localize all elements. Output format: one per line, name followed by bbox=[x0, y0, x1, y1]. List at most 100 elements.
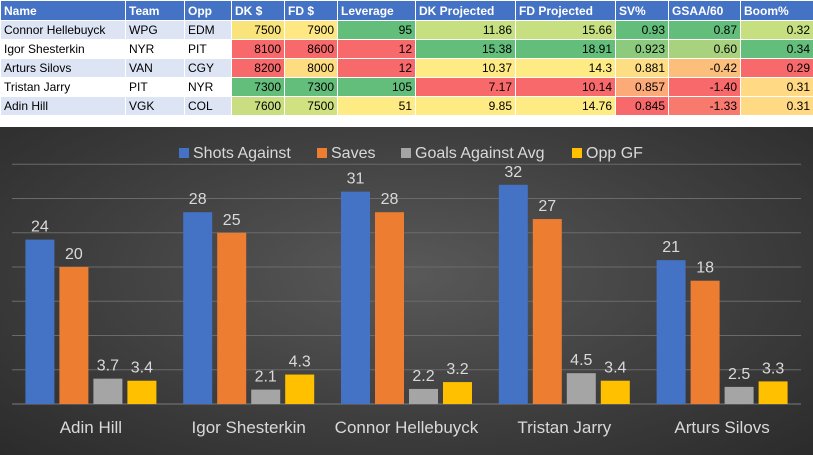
table-cell: VAN bbox=[125, 58, 185, 78]
legend-label: Goals Against Avg bbox=[415, 145, 545, 162]
data-label: 31 bbox=[347, 171, 365, 188]
column-header: Leverage bbox=[337, 0, 416, 21]
data-label: 27 bbox=[538, 198, 556, 215]
goalie-stats-table-area: Name Team Opp DK $ FD $ Leverage DK Projected F… bbox=[0, 0, 813, 124]
table-cell: 15.38 bbox=[415, 39, 516, 59]
table-cell: PIT bbox=[125, 77, 185, 97]
bar bbox=[498, 184, 528, 404]
table-cell: -0.42 bbox=[668, 58, 741, 78]
table-cell: 0.31 bbox=[740, 96, 813, 116]
bar bbox=[566, 373, 596, 404]
column-header: Opp bbox=[184, 0, 232, 21]
table-cell: Adin Hill bbox=[0, 96, 126, 116]
data-label: 3.2 bbox=[446, 361, 468, 378]
table-cell: VGK bbox=[125, 96, 185, 116]
table-cell: 7500 bbox=[231, 20, 285, 40]
legend-label: Saves bbox=[331, 145, 375, 162]
table-cell: 14.76 bbox=[515, 96, 616, 116]
bar bbox=[217, 232, 247, 404]
table-cell: 51 bbox=[337, 96, 416, 116]
bar bbox=[127, 380, 157, 404]
table-cell: NYR bbox=[125, 39, 185, 59]
table-cell: 105 bbox=[337, 77, 416, 97]
data-label: 4.5 bbox=[570, 352, 592, 369]
legend-swatch bbox=[572, 148, 582, 158]
table-cell: 7300 bbox=[284, 77, 338, 97]
table-cell: 0.34 bbox=[740, 39, 813, 59]
data-label: 2.5 bbox=[728, 366, 750, 383]
table-cell: CGY bbox=[184, 58, 232, 78]
table-body: Connor Hellebuyck WPG EDM 7500 7900 95 11.86 15… bbox=[0, 20, 813, 116]
table-cell: 10.14 bbox=[515, 77, 616, 97]
table-header-row: Name Team Opp DK $ FD $ Leverage DK Projected F… bbox=[0, 0, 813, 21]
table-row: Arturs Silovs VAN CGY 8200 8000 12 10.37 14.3 0.… bbox=[0, 58, 813, 78]
table-row: Connor Hellebuyck WPG EDM 7500 7900 95 11.86 15… bbox=[0, 20, 813, 40]
table-cell: -1.40 bbox=[668, 77, 741, 97]
table-cell: 0.29 bbox=[740, 58, 813, 78]
goalie-stats-table: Name Team Opp DK $ FD $ Leverage DK Projected F… bbox=[0, 0, 813, 116]
table-cell: 0.881 bbox=[615, 58, 669, 78]
table-cell: 12 bbox=[337, 58, 416, 78]
table-cell: 0.857 bbox=[615, 77, 669, 97]
bar bbox=[183, 212, 213, 404]
bar bbox=[443, 382, 472, 404]
table-cell: COL bbox=[184, 96, 232, 116]
column-header: DK Projected bbox=[415, 0, 516, 21]
table-cell: 0.845 bbox=[615, 96, 669, 116]
bar bbox=[600, 380, 630, 404]
data-label: 4.3 bbox=[289, 354, 311, 371]
goalie-bar-chart: Shots Against Saves Goals Against Avg Opp G… bbox=[0, 127, 813, 455]
chart-legend: Shots Against Saves Goals Against Avg Opp G… bbox=[179, 145, 643, 162]
bar bbox=[758, 381, 788, 404]
table-cell: 8000 bbox=[284, 58, 338, 78]
bar bbox=[93, 378, 123, 404]
table-cell: 10.37 bbox=[415, 58, 516, 78]
table-cell: 9.85 bbox=[415, 96, 516, 116]
chart-gridlines bbox=[12, 163, 801, 405]
data-label: 21 bbox=[662, 239, 680, 256]
column-header: Boom% bbox=[740, 0, 813, 21]
table-cell: 95 bbox=[337, 20, 416, 40]
category-label: Connor Hellebuyck bbox=[335, 418, 479, 437]
data-label: 3.3 bbox=[762, 360, 784, 377]
table-row: Igor Shesterkin NYR PIT 8100 8600 12 15.38 18.9… bbox=[0, 39, 813, 59]
legend-label: Opp GF bbox=[586, 145, 643, 162]
column-header: GSAA/60 bbox=[668, 0, 741, 21]
bar bbox=[59, 267, 89, 404]
table-cell: -1.33 bbox=[668, 96, 741, 116]
table-cell: 0.923 bbox=[615, 39, 669, 59]
bar bbox=[690, 280, 720, 404]
legend-swatch bbox=[317, 148, 327, 158]
bar bbox=[656, 260, 686, 404]
chart-svg: Shots Against Saves Goals Against Avg Opp G… bbox=[12, 145, 801, 437]
table-cell: 0.93 bbox=[615, 20, 669, 40]
chart-data-labels: 24 20 3.7 3.4 28 25 2.1 4.3 31 28 2.2 3.2 32 27 4.5 3.4… bbox=[31, 164, 784, 386]
table-cell: 8100 bbox=[231, 39, 285, 59]
bar bbox=[251, 389, 281, 404]
column-header: SV% bbox=[615, 0, 669, 21]
table-cell: 7300 bbox=[231, 77, 285, 97]
category-label: Tristan Jarry bbox=[517, 418, 611, 437]
table-cell: PIT bbox=[184, 39, 232, 59]
table-cell: 15.66 bbox=[515, 20, 616, 40]
data-label: 25 bbox=[223, 212, 241, 229]
table-cell: 14.3 bbox=[515, 58, 616, 78]
legend-swatch bbox=[401, 148, 411, 158]
bar bbox=[25, 239, 55, 404]
category-label: Adin Hill bbox=[60, 418, 122, 437]
data-label: 2.2 bbox=[412, 368, 434, 385]
table-cell: EDM bbox=[184, 20, 232, 40]
data-label: 20 bbox=[65, 246, 83, 263]
data-label: 3.7 bbox=[97, 358, 119, 375]
column-header: FD Projected bbox=[515, 0, 616, 21]
table-cell: 0.87 bbox=[668, 20, 741, 40]
data-label: 24 bbox=[31, 219, 49, 236]
table-cell: 8200 bbox=[231, 58, 285, 78]
table-cell: 8600 bbox=[284, 39, 338, 59]
column-header: Name bbox=[0, 0, 126, 21]
chart-category-labels: Adin Hill Igor Shesterkin Connor Hellebuyc… bbox=[60, 418, 770, 437]
table-row: Tristan Jarry PIT NYR 7300 7300 105 7.17 10.14 0… bbox=[0, 77, 813, 97]
table-cell: 7500 bbox=[284, 96, 338, 116]
bar bbox=[285, 374, 315, 404]
data-label: 28 bbox=[189, 191, 207, 208]
